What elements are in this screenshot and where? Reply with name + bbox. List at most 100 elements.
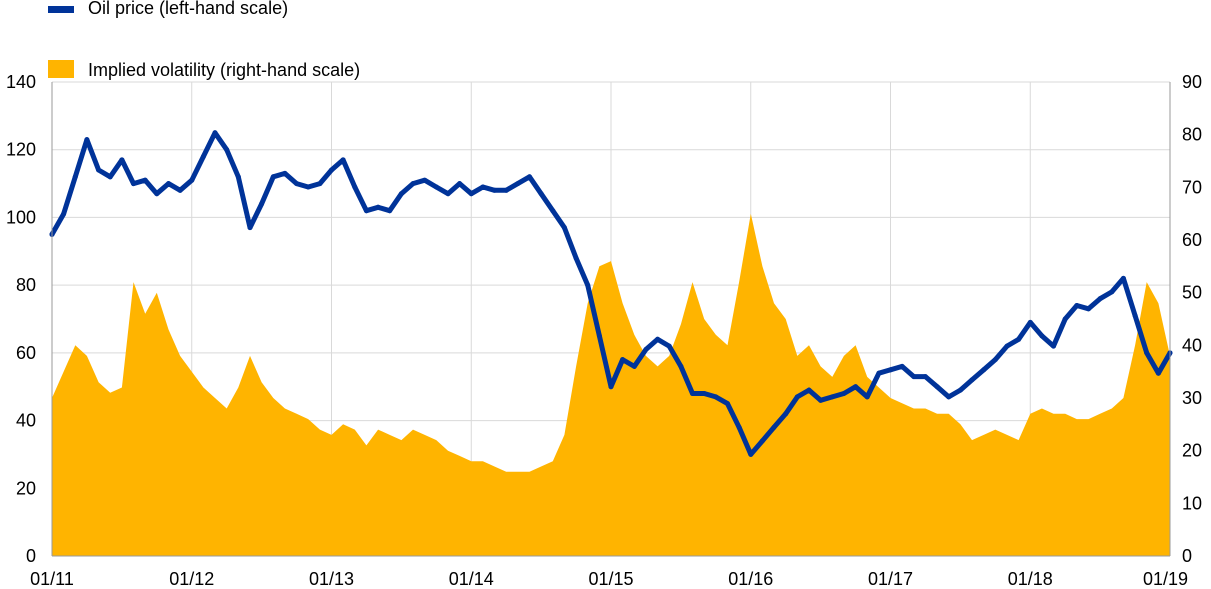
- oil-price-point: [643, 347, 649, 352]
- oil-price-point: [166, 181, 171, 187]
- oil-price-point: [690, 391, 695, 396]
- oil-price-point: [946, 394, 952, 400]
- right-axis-tick-label: 80: [1182, 125, 1202, 145]
- oil-price-point: [899, 363, 905, 369]
- oil-price-point: [550, 208, 556, 214]
- oil-price-point: [398, 191, 404, 197]
- oil-price-point: [96, 167, 102, 173]
- oil-price-point: [678, 363, 684, 369]
- right-axis-tick-label: 40: [1182, 335, 1202, 355]
- oil-price-point: [1144, 350, 1150, 356]
- oil-price-point: [969, 377, 975, 383]
- oil-price-point: [1051, 343, 1056, 349]
- oil-price-point: [608, 384, 614, 390]
- left-axis-tick-label: 20: [16, 478, 36, 498]
- oil-price-point: [363, 208, 369, 214]
- oil-price-point: [375, 204, 381, 210]
- legend-swatch-implied-volatility: [48, 60, 74, 78]
- oil-price-point: [934, 384, 940, 390]
- oil-price-point: [1062, 316, 1068, 322]
- oil-price-line-layer: [49, 130, 1173, 457]
- oil-price-point: [888, 367, 893, 373]
- oil-price-point: [492, 187, 497, 193]
- right-axis-tick-label: 50: [1182, 283, 1202, 303]
- oil-price-point: [1155, 370, 1161, 376]
- right-axis-tick-label: 10: [1182, 493, 1202, 513]
- oil-price-point: [119, 157, 125, 163]
- oil-price-point: [142, 177, 148, 183]
- oil-price-point: [107, 174, 113, 180]
- oil-price-point: [212, 130, 218, 136]
- oil-price-point: [1120, 275, 1126, 281]
- oil-price-point: [84, 137, 90, 143]
- right-axis-tick-label: 60: [1182, 230, 1202, 250]
- oil-price-point: [433, 184, 439, 190]
- oil-price-point: [573, 255, 579, 261]
- oil-price-point: [701, 391, 707, 396]
- oil-price-point: [247, 225, 253, 231]
- oil-price-point: [270, 174, 276, 180]
- legend-label-oil-price: Oil price (left-hand scale): [88, 0, 289, 18]
- oil-price-point: [527, 174, 532, 180]
- left-axis-tick-labels: 0 20 40 60 80 100 120 140: [6, 72, 36, 566]
- oil-price-point: [61, 211, 67, 217]
- oil-price-point: [957, 387, 963, 393]
- x-axis-tick-label: 01/14: [449, 569, 494, 589]
- left-axis-tick-label: 0: [26, 546, 36, 566]
- oil-price-point: [340, 157, 346, 163]
- right-axis-tick-labels: 0 10 20 30 40 50 60 70 80 90: [1182, 72, 1202, 566]
- oil-price-point: [748, 451, 754, 457]
- oil-price-point: [387, 208, 393, 214]
- oil-price-point: [596, 333, 602, 339]
- oil-price-point: [725, 401, 730, 407]
- x-axis-tick-label: 01/12: [169, 569, 214, 589]
- oil-price-point: [620, 357, 626, 363]
- x-axis-tick-label: 01/11: [30, 569, 74, 589]
- oil-price-point: [317, 181, 323, 187]
- oil-price-point: [1039, 333, 1045, 339]
- legend-swatch-oil-price: [48, 6, 74, 13]
- right-axis-tick-label: 30: [1182, 388, 1202, 408]
- x-axis-tick-label: 01/15: [588, 569, 633, 589]
- oil-price-point: [841, 391, 847, 396]
- right-axis-tick-label: 0: [1182, 546, 1192, 566]
- oil-price-point: [503, 187, 509, 193]
- oil-price-point: [189, 177, 195, 183]
- oil-price-point: [1132, 313, 1138, 319]
- oil-price-point: [235, 174, 241, 180]
- oil-price-point: [1097, 296, 1103, 302]
- oil-price-point: [1109, 289, 1115, 295]
- oil-price-point: [655, 336, 661, 342]
- oil-price-point: [631, 363, 637, 369]
- left-axis-tick-label: 120: [6, 140, 36, 160]
- oil-price-point: [352, 184, 358, 190]
- right-axis-tick-label: 20: [1182, 441, 1202, 461]
- oil-price-point: [422, 177, 428, 183]
- oil-price-point: [538, 191, 544, 197]
- x-axis-tick-label: 01/16: [728, 569, 773, 589]
- oil-price-point: [864, 394, 870, 400]
- oil-price-point: [911, 374, 917, 380]
- oil-price-point: [177, 187, 183, 193]
- left-axis-tick-label: 40: [16, 411, 36, 431]
- oil-price-point: [259, 201, 265, 207]
- oil-price-point: [445, 191, 451, 197]
- oil-price-point: [200, 154, 206, 159]
- oil-price-point: [329, 167, 334, 173]
- oil-price-point: [771, 424, 777, 430]
- left-axis-tick-label: 80: [16, 275, 36, 295]
- x-axis-tick-labels: 01/11 01/12 01/13 01/14 01/15 01/16 01/17 01/18…: [30, 569, 1188, 589]
- oil-price-point: [783, 411, 789, 417]
- oil-price-point: [305, 184, 311, 190]
- oil-price-point: [1027, 319, 1033, 325]
- oil-price-point: [1074, 303, 1080, 308]
- oil-price-point: [713, 394, 719, 400]
- x-axis-tick-label: 01/13: [309, 569, 354, 589]
- oil-price-point: [1004, 343, 1010, 349]
- oil-price-point: [154, 191, 160, 197]
- oil-price-point: [829, 394, 835, 400]
- right-axis-tick-label: 70: [1182, 177, 1202, 197]
- oil-price-point: [759, 438, 765, 444]
- oil-price-point: [480, 184, 486, 190]
